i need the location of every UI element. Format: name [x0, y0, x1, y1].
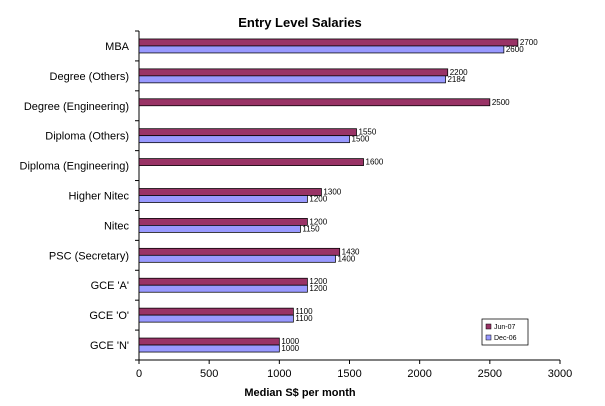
bar-jun-07 — [138, 68, 449, 77]
category-label: Diploma (Engineering) — [20, 161, 129, 173]
data-label: 2200 — [450, 68, 468, 77]
data-label: 1200 — [309, 217, 327, 226]
chart-title: Entry Level Salaries — [238, 15, 362, 30]
category-label: Higher Nitec — [68, 191, 129, 203]
x-tick-label: 1500 — [337, 368, 361, 380]
category-label: GCE 'N' — [90, 340, 129, 352]
data-label: 1500 — [352, 135, 370, 144]
data-label: 1300 — [323, 188, 341, 197]
data-label: 2500 — [492, 98, 510, 107]
bar-dec-06 — [138, 314, 294, 323]
x-tick-label: 500 — [200, 368, 218, 380]
category-label: GCE 'A' — [91, 280, 129, 292]
legend: Jun-07 Dec-06 — [481, 318, 529, 346]
bar-dec-06 — [138, 45, 505, 54]
data-label: 1400 — [337, 254, 355, 263]
data-label: 1150 — [302, 224, 320, 233]
legend-swatch — [485, 334, 492, 341]
data-label: 1100 — [295, 307, 313, 316]
data-label: 1000 — [281, 337, 299, 346]
data-label: 2700 — [520, 38, 538, 47]
data-label: 1000 — [281, 344, 299, 353]
data-label: 2184 — [447, 75, 465, 84]
legend-swatch — [485, 323, 492, 330]
x-tick-label: 1000 — [267, 368, 291, 380]
category-label: Nitec — [104, 220, 130, 232]
bar-jun-07 — [138, 158, 364, 166]
x-tick-label: 0 — [136, 368, 142, 380]
bar-dec-06 — [138, 344, 280, 353]
legend-box — [481, 318, 529, 346]
bar-jun-07 — [138, 188, 322, 196]
legend-entry: Jun-07 — [494, 324, 516, 331]
bar-dec-06 — [138, 75, 446, 84]
bar-jun-07 — [138, 218, 308, 226]
category-label: Degree (Others) — [50, 71, 129, 83]
bar-dec-06 — [138, 135, 350, 144]
data-label: 1200 — [309, 195, 327, 204]
data-label: 1200 — [309, 284, 327, 293]
data-label: 1200 — [309, 277, 327, 286]
bar-jun-07 — [138, 128, 357, 137]
category-label: Degree (Engineering) — [24, 101, 129, 113]
bar-dec-06 — [138, 284, 308, 293]
bar-jun-07 — [138, 247, 341, 256]
category-label: Diploma (Others) — [45, 131, 129, 143]
bar-jun-07 — [138, 38, 519, 47]
bar-jun-07 — [138, 98, 491, 107]
category-label: PSC (Secretary) — [49, 250, 129, 262]
data-label: 1550 — [359, 128, 377, 137]
x-tick-label: 2000 — [407, 368, 431, 380]
category-label: MBA — [105, 41, 130, 53]
bar-dec-06 — [138, 254, 336, 263]
data-label: 1430 — [342, 247, 360, 256]
bar-jun-07 — [138, 307, 294, 316]
x-axis-label: Median S$ per month — [244, 387, 356, 399]
data-label: 2600 — [506, 45, 524, 54]
bar-jun-07 — [138, 337, 280, 346]
bar-jun-07 — [138, 277, 308, 286]
x-tick-label: 2500 — [478, 368, 502, 380]
category-label: GCE 'O' — [89, 310, 129, 322]
bar-dec-06 — [138, 225, 301, 233]
data-label: 1600 — [366, 158, 384, 167]
bar-dec-06 — [138, 195, 308, 203]
legend-entry: Dec-06 — [494, 335, 517, 342]
data-label: 1100 — [295, 314, 313, 323]
x-tick-label: 3000 — [548, 368, 572, 380]
